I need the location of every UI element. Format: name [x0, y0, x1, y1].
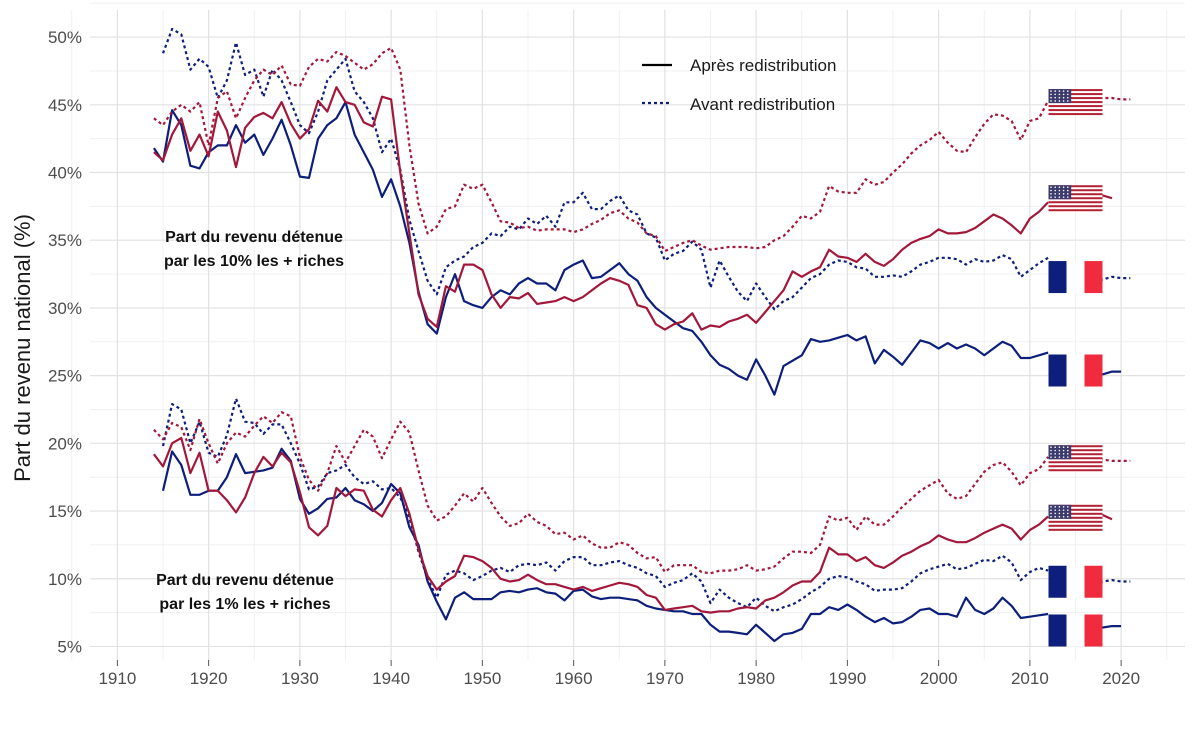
annotation-top1-line2: par les 1% les + riches: [159, 596, 330, 613]
y-axis-label: Part du revenu national (%): [10, 214, 35, 482]
series-line-1: [152, 101, 1122, 396]
x-tick-label: 1980: [737, 669, 775, 688]
y-axis: 5% 10% 15% 20% 25% 30% 35% 40% 45% 50%: [48, 28, 82, 656]
usa-flag-icon: [1048, 185, 1103, 212]
series-line-3: [153, 86, 1113, 331]
y-tick-label: 15%: [48, 502, 82, 521]
y-tick-label: 35%: [48, 231, 82, 250]
annotation-top1-line1: Part du revenu détenue: [156, 572, 334, 589]
x-tick-label: 1940: [372, 669, 410, 688]
usa-flag-icon: [1048, 504, 1103, 531]
y-tick-label: 30%: [48, 299, 82, 318]
x-axis: 1910 1920 1930 1940 1950 1960 1970 1980 1990 2000…: [98, 660, 1140, 688]
legend-label-avant: Avant redistribution: [690, 95, 835, 114]
usa-flag-icon: [1048, 89, 1103, 116]
x-tick-label: 2000: [920, 669, 958, 688]
legend: Après redistribution Avant redistributio…: [642, 56, 836, 114]
y-tick-label: 20%: [48, 434, 82, 453]
y-tick-label: 10%: [48, 570, 82, 589]
annotation-top10-line2: par les 10% les + riches: [164, 253, 344, 270]
legend-label-apres: Après redistribution: [690, 56, 836, 75]
annotation-top10: Part du revenu détenue par les 10% les +…: [164, 229, 344, 270]
france-flag-icon: [1048, 261, 1103, 294]
annotation-top10-line1: Part du revenu détenue: [165, 229, 343, 246]
x-tick-label: 1910: [98, 669, 136, 688]
grid: [71, 2, 1185, 660]
y-tick-label: 25%: [48, 367, 82, 386]
y-tick-label: 5%: [57, 637, 82, 656]
x-tick-label: 1960: [555, 669, 593, 688]
flags: [1048, 89, 1103, 647]
x-tick-label: 1950: [463, 669, 501, 688]
y-tick-label: 50%: [48, 28, 82, 47]
x-tick-label: 2020: [1102, 669, 1140, 688]
france-flag-icon: [1048, 614, 1103, 647]
annotation-top1: Part du revenu détenue par les 1% les + …: [156, 572, 334, 613]
x-tick-label: 1930: [281, 669, 319, 688]
y-tick-label: 40%: [48, 164, 82, 183]
france-flag-icon: [1048, 354, 1103, 387]
x-tick-label: 2010: [1011, 669, 1049, 688]
france-flag-icon: [1048, 565, 1103, 598]
x-tick-label: 1990: [828, 669, 866, 688]
usa-flag-icon: [1048, 445, 1103, 472]
x-tick-label: 1970: [646, 669, 684, 688]
y-tick-label: 45%: [48, 96, 82, 115]
x-tick-label: 1920: [190, 669, 228, 688]
